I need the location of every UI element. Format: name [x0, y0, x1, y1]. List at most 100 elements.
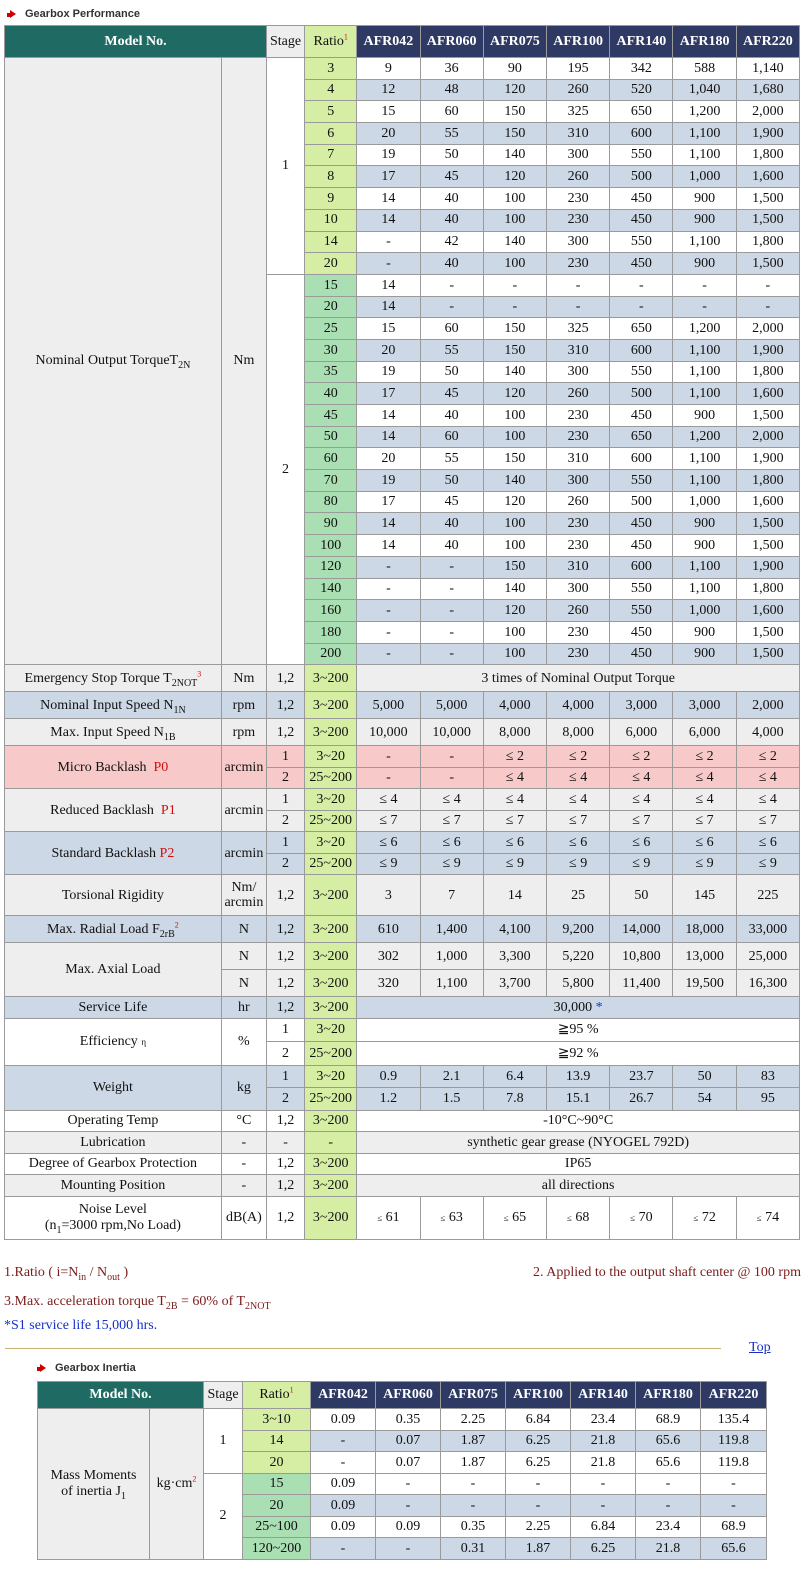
- reduced_backlash-label: Reduced Backlash P1: [4, 788, 222, 833]
- standard_backlash-ratio: 25~200: [304, 852, 358, 876]
- value-cell: 300: [545, 143, 611, 167]
- protection-unit: -: [220, 1152, 267, 1176]
- value-cell: 260: [545, 165, 611, 189]
- mounting-unit: -: [220, 1174, 267, 1197]
- life-ratio: 3~200: [304, 996, 358, 1019]
- max_input_speed-value: 6,000: [609, 718, 674, 747]
- value-cell: 588: [672, 57, 737, 80]
- stage-1-cell: 1: [265, 57, 306, 275]
- table-row: 160- -120 260 550 1,000 1,600: [5, 599, 801, 622]
- weight-label: Weight: [4, 1064, 222, 1111]
- value-cell: 1,100: [672, 555, 737, 579]
- ratio-cell: 14: [304, 230, 358, 254]
- ratio-cell: 25: [304, 317, 358, 340]
- micro_backlash-ratio: 25~200: [304, 766, 358, 790]
- inertia-unit: kg·cm2: [149, 1408, 204, 1560]
- ratio-cell: 90: [304, 512, 358, 536]
- ratio-cell: 15: [242, 1472, 311, 1495]
- value-cell: 1,100: [672, 122, 737, 145]
- value-cell: 100: [482, 404, 548, 427]
- table-row: 14-0.07 1.87 6.25 21.8 65.6 119.8: [38, 1429, 767, 1452]
- micro_backlash-value: ≤ 2: [609, 745, 674, 768]
- table-row: Reduced Backlash P1 arcmin 1 3~20 ≤ 4 ≤ 4 ≤ 4 ≤…: [4, 788, 801, 833]
- inertia-section-title: Gearbox Inertia: [30, 1358, 136, 1378]
- value-cell: 19: [356, 360, 421, 384]
- value-cell: 230: [545, 620, 611, 644]
- table-row: Micro Backlash P0 arcmin 1 3~20- - ≤ 2 ≤ 2 ≤ 2 ≤…: [4, 745, 801, 790]
- input_speed-value: 3,000: [609, 691, 674, 720]
- reduced_backlash-value: ≤ 7: [609, 809, 674, 833]
- value-cell: 450: [609, 512, 674, 536]
- value-cell: 600: [609, 338, 674, 362]
- value-cell: -: [735, 295, 801, 319]
- value-cell: 120: [482, 382, 548, 405]
- value-cell: 2,000: [735, 100, 801, 124]
- value-cell: 17: [356, 490, 421, 514]
- value-cell: 150: [482, 100, 548, 124]
- micro_backlash-value: ≤ 4: [672, 766, 737, 790]
- micro_backlash-value: ≤ 4: [482, 766, 548, 790]
- value-cell: -: [419, 620, 484, 644]
- standard_backlash-value: ≤ 6: [609, 831, 674, 854]
- value-cell: 14: [356, 208, 421, 232]
- value-cell: -: [419, 642, 484, 666]
- standard_backlash-value: ≤ 6: [672, 831, 737, 854]
- value-cell: 230: [545, 512, 611, 536]
- value-cell: 260: [545, 382, 611, 405]
- input_speed-value: 5,000: [419, 691, 484, 720]
- ratio-cell: 200: [304, 642, 358, 666]
- reduced_backlash-value: ≤ 7: [419, 809, 484, 833]
- value-cell: -: [672, 273, 737, 297]
- max_input_speed-unit: rpm: [220, 718, 267, 747]
- value-cell: 150: [482, 338, 548, 362]
- axial-value: 10,800: [609, 942, 674, 971]
- value-cell: -: [545, 273, 611, 297]
- inertia-model-no-header: Model No.: [37, 1381, 204, 1409]
- value-cell: 65.6: [700, 1537, 767, 1560]
- value-cell: 325: [545, 317, 611, 340]
- protection-stage: 1,2: [265, 1152, 306, 1176]
- table-row: 6 20 55 150 310 600 1,100 1,900: [5, 122, 801, 145]
- table-row: 25~100 0.09 0.09 0.35 2.25 6.84 23.4 68.9: [38, 1515, 767, 1538]
- value-cell: 15: [356, 100, 421, 124]
- value-cell: -: [440, 1472, 506, 1495]
- top-link[interactable]: Top: [749, 1340, 771, 1355]
- micro_backlash-value: ≤ 2: [545, 745, 611, 768]
- value-cell: 150: [482, 555, 548, 579]
- reduced_backlash-value: ≤ 7: [356, 809, 421, 833]
- value-cell: 1,000: [672, 165, 737, 189]
- value-cell: 230: [545, 252, 611, 275]
- efficiency-stage: 2: [265, 1041, 306, 1066]
- value-cell: 60: [419, 100, 484, 124]
- model-header-5: AFR180: [672, 25, 737, 58]
- value-cell: 6.25: [570, 1537, 636, 1560]
- table-row: 30 20 55 150 310 600 1,100 1,900: [5, 338, 801, 362]
- value-cell: -: [375, 1494, 441, 1517]
- value-cell: -: [375, 1472, 441, 1495]
- micro_backlash-label: Micro Backlash P0: [4, 745, 222, 790]
- value-cell: 100: [482, 512, 548, 536]
- reduced_backlash-value: ≤ 4: [419, 788, 484, 811]
- inertia-label: Mass Moments of inertia J1: [37, 1408, 150, 1560]
- value-cell: 50: [419, 469, 484, 492]
- life-stage: 1,2: [265, 996, 306, 1019]
- value-cell: 14: [356, 404, 421, 427]
- ratio-cell: 50: [304, 425, 358, 449]
- table-row: 80 17 45 120 260 500 1,000 1,600: [5, 490, 801, 514]
- value-cell: 2.25: [440, 1408, 506, 1431]
- weight-value: 6.4: [482, 1064, 548, 1089]
- value-cell: 450: [609, 252, 674, 275]
- noise-unit: dB(A): [220, 1195, 267, 1240]
- weight-ratio: 25~200: [304, 1087, 358, 1111]
- rigidity-value: 14: [482, 874, 548, 917]
- value-cell: 1,040: [672, 78, 737, 102]
- value-cell: 1,900: [735, 338, 801, 362]
- value-cell: 20: [356, 122, 421, 145]
- reduced_backlash-value: ≤ 4: [609, 788, 674, 811]
- temp-label: Operating Temp: [4, 1109, 222, 1133]
- table-row: Efficiency η% 1 3~20 ≧95 %: [4, 1017, 800, 1066]
- mounting-stage: 1,2: [265, 1174, 306, 1197]
- inertia-model-header-0: AFR042: [310, 1381, 376, 1409]
- weight-value: 1.5: [419, 1087, 484, 1111]
- value-cell: 40: [419, 404, 484, 427]
